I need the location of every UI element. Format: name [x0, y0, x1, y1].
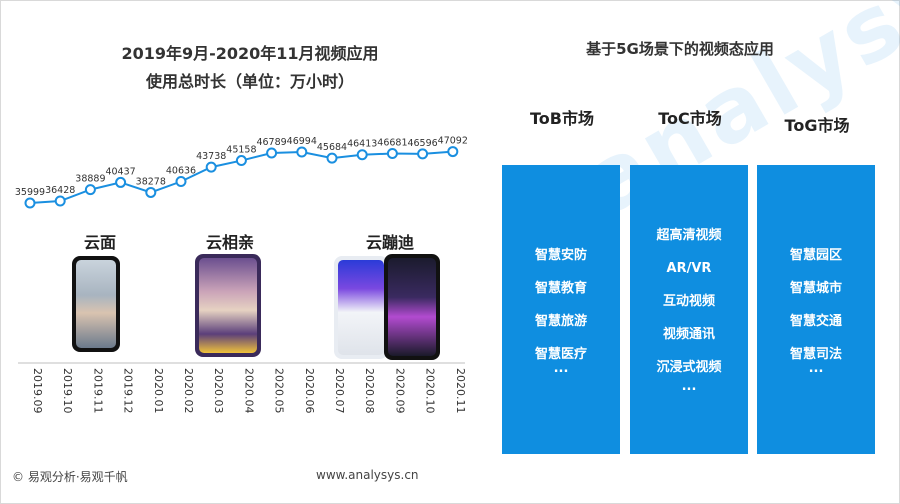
- line-chart: 35999 36428388894043738278406364373845158…: [15, 136, 468, 414]
- data-point: [356, 149, 368, 161]
- x-tick-label: 2020.06: [303, 368, 316, 414]
- market-tog-title: ToG市场: [784, 116, 850, 135]
- market-toc-panel: 超高清视频 AR/VR 互动视频 视频通讯 沉浸式视频 ...: [630, 165, 748, 454]
- list-item: 智慧旅游: [534, 314, 587, 329]
- list-item: 沉浸式视频: [656, 360, 722, 375]
- data-point: [266, 147, 278, 159]
- x-tick-label: 2020.01: [152, 368, 165, 414]
- x-tick-label: 2020.05: [273, 368, 286, 414]
- data-point: [205, 161, 217, 173]
- x-tick-label: 2020.09: [393, 368, 406, 414]
- data-point: [145, 186, 157, 198]
- x-tick-label: 2020.04: [242, 368, 255, 414]
- market-toc-title: ToC市场: [658, 109, 722, 128]
- data-label: 46681: [377, 137, 407, 148]
- phone-yunbengdi-2-image: [384, 254, 440, 360]
- data-label: 47092: [438, 136, 468, 147]
- data-point: [84, 184, 96, 196]
- data-label: 38278: [136, 176, 166, 187]
- right-title: 基于5G场景下的视频态应用: [586, 40, 774, 58]
- data-point: [447, 146, 459, 158]
- data-point: [115, 176, 127, 188]
- data-label: 43738: [196, 151, 226, 162]
- market-tob-title: ToB市场: [530, 109, 594, 128]
- phone-yunxiangqin-image: [195, 254, 261, 357]
- list-item: 智慧城市: [789, 281, 842, 296]
- x-tick-label: 2020.07: [333, 368, 346, 414]
- data-label: 40437: [105, 166, 135, 177]
- x-tick-label: 2019.11: [91, 368, 104, 414]
- data-label: 46413: [347, 139, 377, 150]
- x-tick-label: 2020.10: [424, 368, 437, 414]
- phone-yunmian-image: [72, 256, 120, 352]
- x-tick-label: 2019.10: [61, 368, 74, 414]
- list-item: 互动视频: [662, 294, 715, 309]
- chart-title-line1: 2019年9月-2020年11月视频应用: [121, 44, 379, 63]
- data-label: 38889: [75, 174, 105, 185]
- data-point: [386, 147, 398, 159]
- more-indicator: ...: [553, 361, 569, 376]
- data-label: 35999: [15, 187, 45, 198]
- list-item: 智慧交通: [789, 314, 842, 329]
- list-item: 智慧医疗: [534, 347, 587, 362]
- chart-title-line2: 使用总时长（单位：万小时）: [145, 72, 354, 91]
- footer-copyright: © 易观分析·易观千帆: [12, 470, 128, 484]
- app-label-yunmian: 云面: [83, 233, 116, 252]
- data-point: [175, 176, 187, 188]
- list-item: 视频通讯: [662, 327, 715, 342]
- list-item: 智慧安防: [534, 248, 587, 263]
- data-point: [296, 146, 308, 158]
- data-point: [24, 197, 36, 209]
- data-point: [417, 148, 429, 160]
- phone-yunbengdi-1-image: [334, 256, 388, 359]
- data-label: 40636: [166, 166, 196, 177]
- list-item: 智慧司法: [789, 347, 842, 362]
- app-label-yunxiangqin: 云相亲: [205, 233, 254, 252]
- data-label: 45684: [317, 142, 347, 153]
- more-indicator: ...: [808, 361, 824, 376]
- data-point: [326, 152, 338, 164]
- market-tog-panel: 智慧园区 智慧城市 智慧交通 智慧司法 ...: [757, 165, 875, 454]
- x-tick-label: 2020.03: [212, 368, 225, 414]
- data-label: 45158: [226, 145, 256, 156]
- data-label: 36428: [45, 185, 75, 196]
- market-tob-panel: 智慧安防 智慧教育 智慧旅游 智慧医疗 ...: [502, 165, 620, 454]
- x-tick-label: 2020.08: [363, 368, 376, 414]
- list-item: 智慧教育: [534, 281, 587, 296]
- list-item: 智慧园区: [789, 248, 842, 263]
- list-item: AR/VR: [666, 261, 712, 276]
- x-tick-label: 2020.11: [454, 368, 467, 414]
- data-label: 46994: [287, 136, 317, 147]
- x-tick-label: 2019.12: [122, 368, 135, 414]
- footer-url[interactable]: www.analysys.cn: [316, 468, 419, 482]
- data-point: [235, 155, 247, 167]
- data-label: 46596: [407, 138, 437, 149]
- data-label: 46789: [256, 137, 286, 148]
- x-tick-label: 2019.09: [31, 368, 44, 414]
- more-indicator: ...: [681, 379, 697, 394]
- app-label-yunbengdi: 云蹦迪: [365, 233, 414, 252]
- data-point: [54, 195, 66, 207]
- list-item: 超高清视频: [656, 228, 722, 243]
- x-tick-label: 2020.02: [182, 368, 195, 414]
